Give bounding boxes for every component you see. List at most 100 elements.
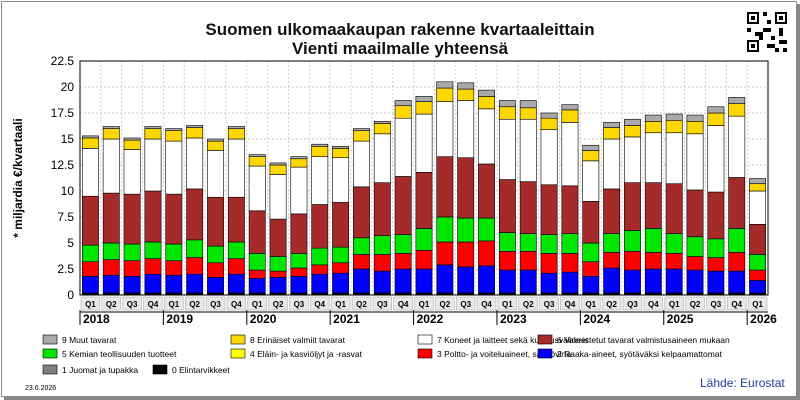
x-tick-label: Q2: [106, 300, 117, 309]
bar-segment: [373, 121, 391, 124]
bar-segment: [123, 139, 141, 150]
bar-segment: [311, 204, 329, 249]
bar-segment: [394, 253, 412, 270]
bar-segment: [519, 269, 537, 294]
bar-segment: [186, 137, 204, 190]
bar-segment: [436, 81, 454, 89]
bar-segment: [248, 269, 266, 279]
legend-swatch: [417, 348, 433, 359]
bar-segment: [394, 117, 412, 177]
x-tick-label: Q4: [314, 300, 325, 309]
bar-segment: [123, 193, 141, 245]
bar-segment: [81, 244, 99, 263]
bar-segment: [227, 128, 245, 140]
bar-segment: [207, 138, 224, 142]
bar-segment: [394, 234, 412, 254]
x-tick-label: Q4: [398, 300, 409, 309]
legend-label: 7 Koneet ja laitteet sekä kuljetusväline…: [437, 335, 589, 345]
bar-segment: [665, 113, 683, 121]
bar-segment: [498, 100, 516, 108]
date-stamp: 23.6.2026: [25, 385, 57, 392]
bar-segment: [624, 269, 641, 294]
x-tick-box: [372, 296, 393, 311]
chart-title: Suomen ulkomaakaupan rakenne kvartaaleit…: [205, 20, 595, 39]
bar-segment: [582, 144, 600, 151]
bar-segment: [665, 132, 683, 185]
source-label: Lähde: Eurostat: [700, 376, 785, 390]
year-label: 2019: [166, 312, 193, 326]
bar-segment: [123, 260, 141, 277]
bar-segment: [498, 106, 516, 120]
x-tick-label: Q2: [523, 300, 534, 309]
bar-segment: [519, 118, 537, 182]
bar-segment: [686, 189, 704, 238]
x-tick-label: Q2: [189, 300, 200, 309]
plot-border: [79, 60, 769, 296]
bar-segment: [707, 191, 725, 240]
bar-segment: [290, 275, 308, 294]
bar-segment: [227, 273, 245, 294]
y-tick-label: 12.5: [51, 158, 75, 172]
bar-segment: [415, 113, 433, 173]
bar-segment: [644, 252, 662, 270]
bar-segment: [457, 100, 475, 159]
bar-segment: [478, 217, 495, 242]
bar-segment: [290, 158, 308, 168]
bar-segment: [561, 104, 579, 111]
x-tick-box: [497, 296, 518, 311]
bar-segment: [498, 269, 516, 294]
bar-segment: [415, 268, 433, 294]
x-tick-label: Q1: [419, 300, 430, 309]
bar-segment: [707, 238, 725, 258]
bar-segment: [186, 188, 204, 241]
x-tick-box: [414, 296, 434, 311]
legend-swatch: [42, 334, 58, 345]
bar-segment: [478, 89, 495, 97]
bar-segment: [353, 128, 370, 131]
x-tick-label: Q3: [294, 300, 305, 309]
bar-segment: [644, 132, 662, 183]
x-tick-box: [143, 296, 163, 311]
x-tick-box: [122, 296, 142, 311]
bar-segment: [269, 162, 287, 166]
bar-segment: [81, 137, 99, 149]
x-tick-label: Q1: [502, 300, 513, 309]
bar-segment: [436, 241, 454, 266]
bar-segment: [749, 190, 767, 225]
bar-segment: [624, 251, 641, 271]
bar-segment: [686, 121, 704, 135]
bar-segment: [478, 240, 495, 267]
x-tick-label: Q3: [544, 300, 555, 309]
bar-segment: [81, 148, 99, 197]
bar-segment: [311, 247, 329, 266]
x-tick-label: Q2: [273, 300, 284, 309]
x-tick-label: Q1: [335, 300, 346, 309]
legend-label: 5 Kemian teollisuuden tuotteet: [62, 349, 177, 359]
bar-segment: [373, 133, 391, 183]
x-tick-label: Q3: [127, 300, 138, 309]
bar-segment: [707, 270, 725, 294]
bar-segment: [81, 275, 99, 294]
y-tick-label: 10: [61, 184, 75, 198]
bar-segment: [624, 118, 641, 126]
bar-segment: [207, 150, 224, 198]
bar-segment: [707, 257, 725, 272]
bar-segment: [373, 123, 391, 135]
bar-segment: [707, 125, 725, 193]
bar-segment: [227, 241, 245, 259]
y-tick-label: 22.5: [51, 54, 75, 68]
bar-segment: [144, 138, 162, 192]
bar-segment: [311, 156, 329, 205]
bar-segment: [728, 177, 746, 229]
legend-label: 0 Elintarvikkeet: [172, 365, 230, 375]
bar-segment: [478, 163, 495, 219]
bar-segment: [332, 246, 350, 264]
bar-segment: [457, 82, 475, 90]
bar-segment: [332, 157, 350, 203]
bar-segment: [540, 129, 558, 186]
bar-segment: [102, 126, 120, 129]
year-label: 2018: [83, 312, 110, 326]
bar-segment: [248, 165, 266, 212]
bar-segment: [519, 251, 537, 271]
x-tick-box: [184, 296, 205, 311]
